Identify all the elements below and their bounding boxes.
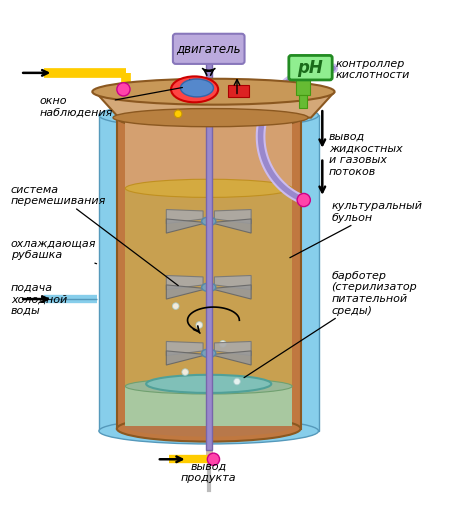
Ellipse shape: [99, 103, 319, 128]
Circle shape: [196, 322, 202, 328]
Text: окно
наблюдения: окно наблюдения: [39, 88, 182, 118]
Polygon shape: [214, 341, 251, 355]
Polygon shape: [206, 56, 212, 450]
Circle shape: [234, 378, 240, 385]
Text: вывод
жидкостных
и газовых
потоков: вывод жидкостных и газовых потоков: [329, 132, 402, 177]
Polygon shape: [299, 95, 307, 108]
Text: контроллер
кислотности: контроллер кислотности: [336, 59, 410, 80]
Polygon shape: [214, 209, 251, 224]
Polygon shape: [166, 276, 203, 290]
FancyBboxPatch shape: [173, 34, 245, 64]
Polygon shape: [214, 351, 251, 365]
Ellipse shape: [117, 105, 301, 131]
Polygon shape: [214, 285, 251, 299]
Ellipse shape: [113, 109, 308, 127]
Text: подача
холодной
воды: подача холодной воды: [11, 282, 67, 316]
Ellipse shape: [125, 416, 292, 437]
Ellipse shape: [117, 415, 301, 442]
Polygon shape: [296, 78, 310, 95]
Circle shape: [174, 110, 182, 118]
Polygon shape: [166, 351, 203, 365]
Text: культуральный
бульон: культуральный бульон: [290, 201, 422, 257]
Polygon shape: [166, 209, 203, 224]
Polygon shape: [125, 120, 292, 426]
Ellipse shape: [201, 283, 216, 292]
Polygon shape: [125, 189, 292, 386]
Ellipse shape: [99, 418, 319, 444]
FancyBboxPatch shape: [289, 55, 332, 80]
Polygon shape: [166, 219, 203, 233]
Ellipse shape: [171, 76, 218, 103]
Ellipse shape: [201, 217, 216, 225]
Text: система
перемешивания: система перемешивания: [11, 184, 178, 285]
Text: двигатель: двигатель: [176, 42, 241, 55]
Polygon shape: [166, 341, 203, 355]
Ellipse shape: [92, 79, 335, 105]
Text: барботер
(стерилизатор
питательной
среды): барботер (стерилизатор питательной среды…: [244, 271, 417, 378]
Polygon shape: [117, 118, 301, 428]
Circle shape: [297, 193, 310, 207]
Polygon shape: [166, 285, 203, 299]
Text: вывод
продукта: вывод продукта: [181, 462, 237, 483]
Circle shape: [117, 83, 130, 96]
Ellipse shape: [181, 79, 213, 97]
Polygon shape: [95, 92, 335, 118]
Ellipse shape: [125, 379, 292, 394]
Circle shape: [182, 369, 189, 376]
Polygon shape: [214, 219, 251, 233]
Text: pH: pH: [298, 59, 323, 77]
Text: охлаждающая
рубашка: охлаждающая рубашка: [11, 239, 97, 264]
Ellipse shape: [125, 179, 292, 197]
Circle shape: [207, 453, 219, 465]
Polygon shape: [228, 84, 249, 97]
Circle shape: [173, 303, 179, 309]
Ellipse shape: [201, 349, 216, 357]
Polygon shape: [214, 276, 251, 290]
Ellipse shape: [146, 375, 271, 393]
Polygon shape: [125, 386, 292, 426]
Circle shape: [219, 340, 226, 347]
Polygon shape: [99, 116, 319, 431]
